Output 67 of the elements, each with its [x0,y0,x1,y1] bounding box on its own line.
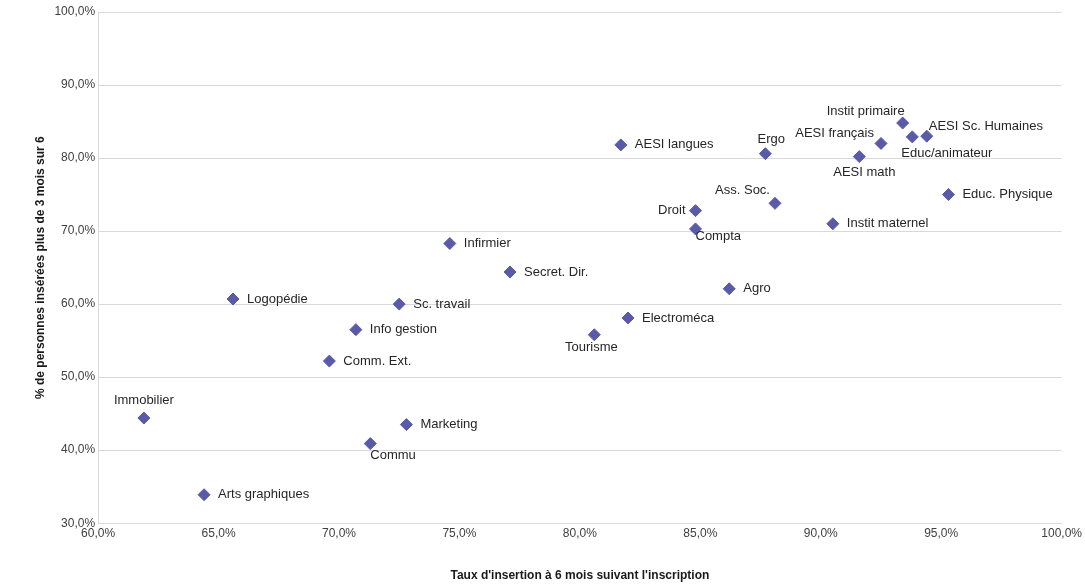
point [503,265,517,279]
y-tick-label: 60,0% [61,296,96,311]
x-axis-title: Taux d'insertion à 6 mois suivant l'inscription [450,568,710,583]
point [322,354,336,368]
x-tick-label: 75,0% [442,525,477,540]
point [197,488,211,502]
annotation: AESI français [795,125,875,141]
annotation: Droit [658,202,686,218]
point [768,196,782,210]
annotation: Sc. travail [413,295,471,311]
annotation: Instit primaire [826,102,905,118]
point [363,437,377,451]
x-tick-label: 95,0% [924,525,959,540]
point [941,188,955,202]
point [905,130,919,144]
x-tick-label: 100,0% [1041,525,1083,540]
y-tick-label: 70,0% [61,223,96,238]
annotation: Compta [695,228,742,244]
annotation: Ergo [757,131,786,147]
annotation: Commu [370,447,416,463]
annotation: Immobilier [113,391,175,407]
annotation: Tourisme [564,339,618,355]
y-tick-label: 90,0% [61,77,96,92]
point [758,147,772,161]
annotation: AESI math [833,164,896,180]
x-tick-label: 80,0% [562,525,598,540]
annotation: Infirmier [463,235,512,251]
annotation: Comm. Ext. [343,352,412,368]
point [137,411,151,425]
annotation: Info gestion [369,321,438,337]
point [852,150,866,164]
y-axis-title: % de personnes insérées plus de 3 mois sur 6 [32,135,47,399]
point [896,116,910,130]
x-tick-label: 70,0% [321,525,357,540]
annotation: Logopédie [247,290,308,306]
y-tick-label: 30,0% [61,515,96,530]
annotation: Agro [743,280,771,296]
annotation: Ass. Soc. [715,181,770,197]
point [399,418,413,432]
point [349,323,363,337]
annotation: AESI Sc. Humaines [928,117,1044,133]
x-tick-label: 85,0% [683,525,718,540]
point [587,328,601,342]
point [722,282,736,296]
annotation: Arts graphiques [218,486,310,502]
annotation: Secret. Dir. [524,263,589,279]
annotation: AESI langues [634,136,715,152]
x-tick-label: 90,0% [803,525,839,540]
annotation: Educ/animateur [901,145,994,161]
y-tick-label: 100,0% [54,4,96,19]
point [226,292,240,306]
point [920,129,934,143]
point [621,311,635,325]
point [614,138,628,152]
y-tick-label: 80,0% [61,150,96,165]
point [443,237,457,250]
y-tick-label: 50,0% [61,369,96,384]
point [392,297,406,311]
point [826,217,840,231]
point [689,204,702,218]
point [874,136,888,150]
annotation: Electroméca [642,309,716,325]
y-tick-label: 40,0% [61,442,96,457]
annotation: Marketing [420,416,478,432]
x-tick-label: 65,0% [201,525,236,540]
annotation: Educ. Physique [962,186,1053,202]
annotation: Instit maternel [846,215,929,231]
